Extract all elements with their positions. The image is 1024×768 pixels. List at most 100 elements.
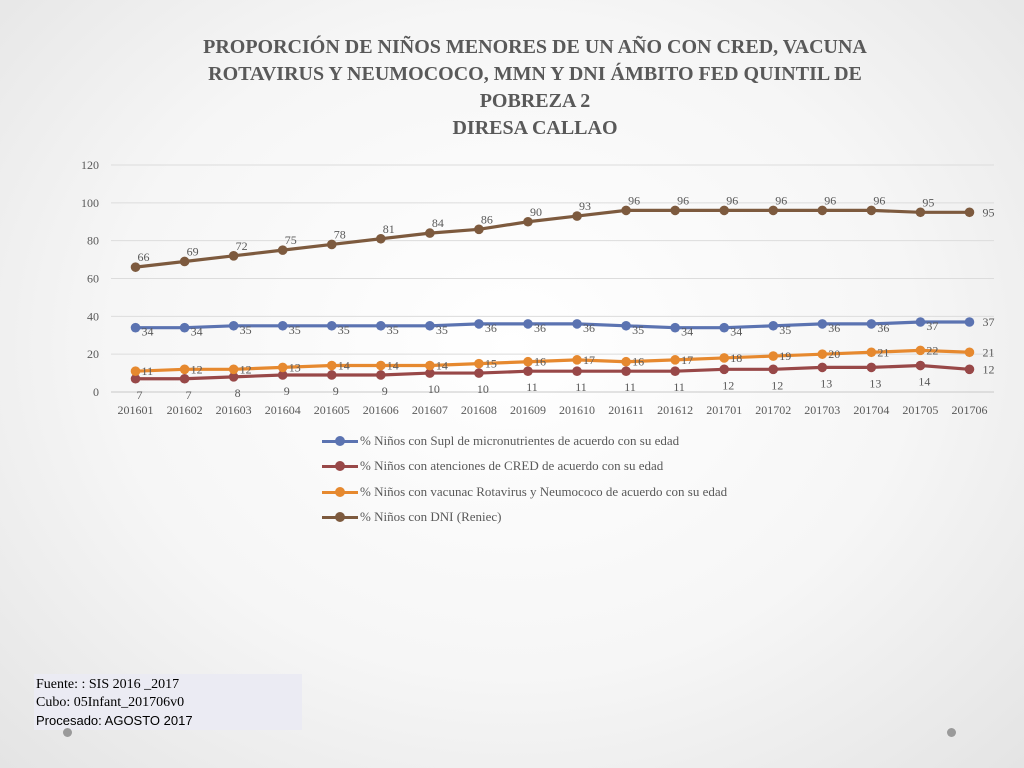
data-label: 81 <box>383 222 395 236</box>
chart-title-line-3: POBREZA 2 <box>479 90 591 112</box>
data-point <box>376 360 386 371</box>
data-label: 16 <box>632 355 644 369</box>
legend-swatch <box>322 459 358 473</box>
legend-item: % Niños con Supl de micronutrientes de a… <box>322 428 727 454</box>
x-tick-label: 201605 <box>314 403 350 417</box>
data-point <box>670 355 680 365</box>
data-point <box>964 364 975 375</box>
data-label: 12 <box>191 362 203 376</box>
data-point <box>179 322 190 333</box>
data-point <box>768 351 779 361</box>
data-point <box>474 368 484 378</box>
data-label: 7 <box>137 388 143 402</box>
data-point <box>228 320 239 331</box>
data-label: 93 <box>579 199 591 213</box>
data-label: 34 <box>730 325 742 339</box>
data-point <box>964 347 975 358</box>
data-label: 35 <box>436 323 448 337</box>
data-label: 20 <box>828 347 840 361</box>
data-label: 36 <box>485 321 497 335</box>
data-label: 12 <box>722 378 734 392</box>
data-label: 12 <box>771 378 783 392</box>
data-label: 11 <box>142 364 154 378</box>
x-tick-label: 201601 <box>118 403 154 417</box>
data-point <box>277 320 288 331</box>
data-point <box>228 372 239 382</box>
legend-item: % Niños con atenciones de CRED de acuerd… <box>322 454 727 480</box>
data-point <box>572 211 582 221</box>
x-axis: 201601 201602 201603 201604 201605 201606 2016… <box>118 403 988 417</box>
x-tick-label: 201603 <box>216 403 252 417</box>
data-label: 18 <box>730 351 742 365</box>
series-line <box>135 320 970 330</box>
chart-series: 34 34 35 35 35 35 35 36 36 36 35 34 34 35 36 36 37 377 7 8 9… <box>130 193 994 402</box>
data-label: 15 <box>485 357 497 371</box>
source-line-3: Procesado: AGOSTO 2017 <box>36 713 193 728</box>
data-label: 13 <box>869 376 881 390</box>
x-tick-label: 201612 <box>657 403 693 417</box>
y-tick-label: 40 <box>87 309 99 323</box>
data-point <box>964 317 975 327</box>
y-tick-label: 60 <box>87 272 99 286</box>
data-label: 9 <box>382 384 388 398</box>
data-point <box>228 251 239 261</box>
data-point <box>621 205 631 216</box>
data-label: 36 <box>828 321 840 335</box>
data-label: 66 <box>138 250 150 264</box>
legend-label: % Niños con atenciones de CRED de acuerd… <box>360 458 664 474</box>
data-label: 35 <box>338 323 350 337</box>
x-tick-label: 201702 <box>755 403 791 417</box>
series-line <box>135 348 970 373</box>
data-point <box>572 319 582 329</box>
data-point <box>523 356 533 367</box>
y-tick-label: 100 <box>81 196 99 210</box>
data-point <box>376 233 386 244</box>
data-label: 34 <box>681 325 693 339</box>
data-point <box>866 205 877 216</box>
x-tick-label: 201610 <box>559 403 595 417</box>
data-label: 96 <box>824 193 836 207</box>
x-tick-label: 201608 <box>461 403 497 417</box>
data-point <box>277 245 288 255</box>
data-point <box>572 366 582 376</box>
data-label: 11 <box>624 380 636 394</box>
series-group: 66 69 72 75 78 81 84 86 90 93 96 96 96 96 96 96 95 95 <box>130 193 994 272</box>
data-point <box>915 345 926 356</box>
slide-corner-dot-left <box>63 728 72 737</box>
data-label: 34 <box>191 325 203 339</box>
chart-title: PROPORCIÓN DE NIÑOS MENORES DE UN AÑO CO… <box>150 34 920 142</box>
data-point <box>277 362 288 373</box>
data-point <box>915 207 926 218</box>
data-point <box>376 370 386 380</box>
data-label: 34 <box>142 325 154 339</box>
data-point <box>326 370 337 380</box>
data-point <box>474 358 484 369</box>
source-line-2: Cubo: 05Infant_201706v0 <box>36 695 185 710</box>
data-label: 95 <box>922 195 934 209</box>
data-point <box>523 216 533 227</box>
data-label: 35 <box>387 323 399 337</box>
data-label: 13 <box>820 376 832 390</box>
legend-item: % Niños con DNI (Reniec) <box>322 505 727 531</box>
data-point <box>866 362 877 373</box>
data-label: 69 <box>187 244 199 258</box>
x-tick-label: 201703 <box>804 403 840 417</box>
data-label: 72 <box>236 239 248 253</box>
data-label: 37 <box>982 315 994 329</box>
x-tick-label: 201607 <box>412 403 448 417</box>
data-label: 86 <box>481 212 493 226</box>
data-label: 11 <box>673 380 685 394</box>
data-label: 96 <box>775 193 787 207</box>
line-chart: 0 20 40 60 80 100 120 201601 201602 201603 201604… <box>81 158 994 417</box>
data-label: 21 <box>877 345 889 359</box>
legend-swatch <box>322 434 358 448</box>
data-label: 14 <box>338 359 350 373</box>
data-point <box>817 362 828 373</box>
data-label: 22 <box>926 343 938 357</box>
data-point <box>130 373 141 384</box>
y-tick-label: 20 <box>87 347 99 361</box>
data-point <box>179 256 190 267</box>
data-point <box>326 239 337 250</box>
data-point <box>130 366 141 376</box>
data-point <box>768 205 779 216</box>
